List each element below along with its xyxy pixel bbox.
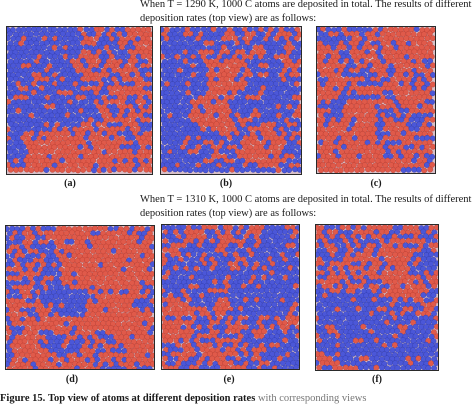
row1-caption-line1: When T = 1290 K, 1000 C atoms are deposi…: [140, 0, 472, 10]
panel-label-e: (e): [223, 374, 235, 385]
atom-field: [317, 27, 435, 173]
atom-panel-b: [160, 26, 302, 175]
panel-label-f: (f): [372, 374, 382, 385]
atom-panel-c: [316, 26, 436, 174]
atom-field: [7, 27, 152, 174]
panel-label-a: (a): [64, 178, 76, 189]
figure-caption: Figure 15. Top view of atoms at differen…: [0, 393, 366, 404]
row2-caption-line2: deposition rates (top view) are as follo…: [140, 208, 317, 219]
row2-caption-line1: When T = 1310 K, 1000 C atoms are deposi…: [140, 194, 472, 205]
panel-label-c: (c): [370, 178, 382, 189]
atom-field: [6, 226, 154, 369]
figure-caption-tail: with corresponding views: [257, 393, 367, 404]
atom-panel-e: [161, 224, 300, 370]
panel-label-d: (d): [65, 374, 79, 385]
figure-caption-lead: Figure 15.: [0, 393, 46, 404]
figure-caption-title: Top view of atoms at different depositio…: [47, 393, 256, 404]
atom-panel-d: [5, 225, 155, 370]
atom-field: [316, 225, 438, 370]
atom-field: [162, 225, 299, 369]
atom-panel-f: [315, 224, 439, 371]
panel-label-b: (b): [219, 178, 233, 189]
row1-caption-line2: deposition rates (top view) are as follo…: [140, 13, 317, 24]
atom-field: [161, 27, 301, 174]
atom-panel-a: [6, 26, 153, 175]
